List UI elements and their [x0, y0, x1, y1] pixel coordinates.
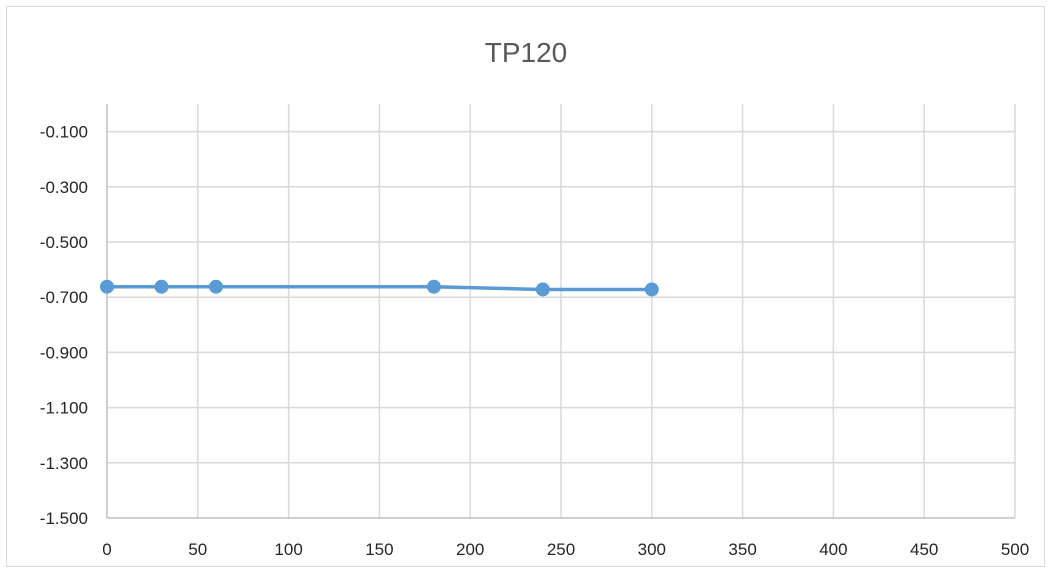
y-tick-label: -0.100 — [40, 123, 88, 142]
x-tick-label: 100 — [274, 540, 302, 559]
y-tick-label: -0.300 — [40, 178, 88, 197]
y-tick-label: -0.900 — [40, 343, 88, 362]
data-point — [154, 279, 169, 294]
y-tick-label: -0.500 — [40, 233, 88, 252]
axes — [106, 104, 1015, 519]
data-point — [100, 279, 114, 294]
y-tick-label: -0.700 — [40, 288, 88, 307]
x-axis-tick-labels: 0 50 100 150 200 250 300 350 400 450 500 — [102, 540, 1029, 559]
x-tick-label: 250 — [547, 540, 575, 559]
x-tick-label: 450 — [910, 540, 938, 559]
x-tick-label: 350 — [728, 540, 756, 559]
x-tick-label: 0 — [102, 540, 111, 559]
x-tick-label: 400 — [819, 540, 847, 559]
data-point — [208, 279, 223, 294]
x-tick-label: 500 — [1001, 540, 1029, 559]
chart-title: TP120 — [485, 37, 568, 68]
data-point — [644, 282, 659, 297]
x-tick-label: 50 — [188, 540, 207, 559]
y-tick-label: -1.300 — [40, 454, 88, 473]
x-tick-label: 300 — [638, 540, 666, 559]
y-tick-label: -1.100 — [40, 399, 88, 418]
y-axis-tick-labels: -0.100 -0.300 -0.500 -0.700 -0.900 -1.100 -1.3… — [40, 123, 88, 528]
data-point — [535, 282, 550, 297]
data-point — [426, 279, 441, 294]
y-tick-label: -1.500 — [40, 509, 88, 528]
data-series — [100, 279, 659, 297]
x-tick-label: 200 — [456, 540, 484, 559]
grid — [107, 104, 1016, 518]
x-tick-label: 150 — [365, 540, 393, 559]
series-line — [105, 284, 654, 292]
